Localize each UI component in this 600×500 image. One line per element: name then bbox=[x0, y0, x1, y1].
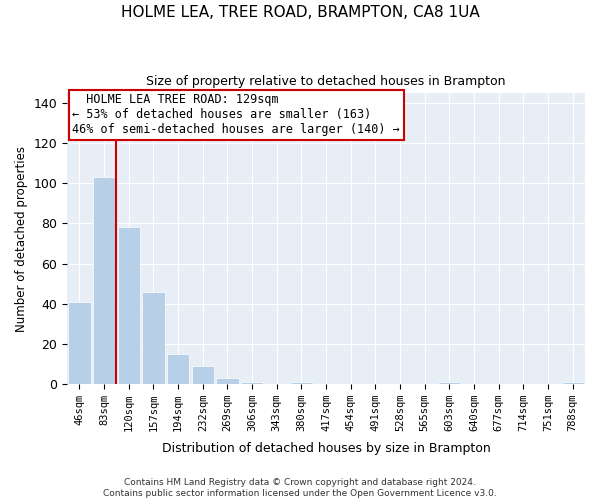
Bar bbox=[217, 378, 239, 384]
X-axis label: Distribution of detached houses by size in Brampton: Distribution of detached houses by size … bbox=[162, 442, 490, 455]
Text: Contains HM Land Registry data © Crown copyright and database right 2024.
Contai: Contains HM Land Registry data © Crown c… bbox=[103, 478, 497, 498]
Bar bbox=[241, 382, 263, 384]
Bar bbox=[290, 382, 313, 384]
Title: Size of property relative to detached houses in Brampton: Size of property relative to detached ho… bbox=[146, 75, 506, 88]
Bar bbox=[68, 302, 91, 384]
Bar bbox=[118, 228, 140, 384]
Bar bbox=[562, 382, 584, 384]
Y-axis label: Number of detached properties: Number of detached properties bbox=[15, 146, 28, 332]
Bar bbox=[167, 354, 189, 384]
Bar bbox=[93, 178, 115, 384]
Text: HOLME LEA, TREE ROAD, BRAMPTON, CA8 1UA: HOLME LEA, TREE ROAD, BRAMPTON, CA8 1UA bbox=[121, 5, 479, 20]
Bar bbox=[191, 366, 214, 384]
Bar bbox=[438, 382, 460, 384]
Text: HOLME LEA TREE ROAD: 129sqm
← 53% of detached houses are smaller (163)
46% of se: HOLME LEA TREE ROAD: 129sqm ← 53% of det… bbox=[73, 94, 400, 136]
Bar bbox=[142, 292, 164, 384]
